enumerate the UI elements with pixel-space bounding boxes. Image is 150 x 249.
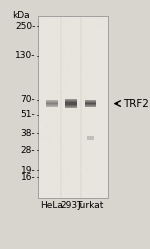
FancyBboxPatch shape — [38, 16, 108, 198]
FancyBboxPatch shape — [87, 136, 94, 140]
FancyBboxPatch shape — [65, 105, 77, 106]
FancyBboxPatch shape — [65, 101, 77, 103]
Text: 250-: 250- — [15, 21, 35, 31]
Text: HeLa: HeLa — [40, 201, 63, 210]
FancyBboxPatch shape — [65, 103, 77, 104]
FancyBboxPatch shape — [65, 99, 77, 100]
FancyBboxPatch shape — [85, 101, 96, 102]
FancyBboxPatch shape — [65, 104, 77, 105]
Text: kDa: kDa — [12, 11, 30, 20]
FancyBboxPatch shape — [65, 107, 77, 108]
Text: TRF2: TRF2 — [123, 99, 149, 109]
Text: 16-: 16- — [21, 173, 35, 182]
FancyBboxPatch shape — [46, 101, 58, 102]
Text: 293T: 293T — [60, 201, 82, 210]
FancyBboxPatch shape — [46, 106, 58, 107]
FancyBboxPatch shape — [85, 105, 96, 106]
Text: 38-: 38- — [21, 129, 35, 138]
FancyBboxPatch shape — [85, 104, 96, 105]
FancyBboxPatch shape — [85, 103, 96, 104]
FancyBboxPatch shape — [85, 100, 96, 101]
Text: 70-: 70- — [21, 95, 35, 104]
FancyBboxPatch shape — [46, 100, 58, 101]
FancyBboxPatch shape — [85, 106, 96, 107]
FancyBboxPatch shape — [65, 100, 77, 101]
FancyBboxPatch shape — [65, 106, 77, 107]
FancyBboxPatch shape — [46, 104, 58, 105]
Text: 130-: 130- — [15, 51, 35, 60]
FancyBboxPatch shape — [46, 105, 58, 106]
Text: 28-: 28- — [21, 146, 35, 155]
Text: 19-: 19- — [21, 166, 35, 175]
FancyBboxPatch shape — [46, 103, 58, 104]
Text: 51-: 51- — [21, 110, 35, 119]
FancyBboxPatch shape — [46, 102, 58, 103]
Text: Jurkat: Jurkat — [77, 201, 104, 210]
FancyBboxPatch shape — [85, 102, 96, 103]
